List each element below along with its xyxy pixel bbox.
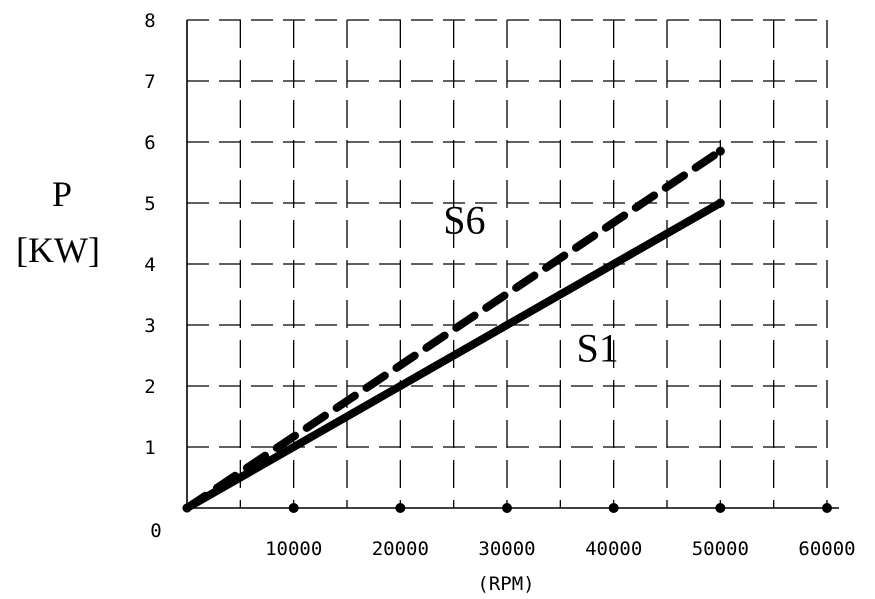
- grid: [187, 19, 828, 508]
- y-tick-label: 6: [144, 132, 155, 154]
- x-tick-label: 40000: [585, 538, 642, 560]
- series-label-s6: S6: [443, 198, 485, 243]
- x-axis-markers: [288, 503, 832, 513]
- x-axis-marker: [288, 503, 299, 513]
- x-tick-label: 20000: [372, 538, 429, 560]
- series-lines: S6 S1: [182, 146, 725, 513]
- series-end-dot: [715, 146, 725, 156]
- y-tick-label: 7: [144, 71, 155, 93]
- x-axis-marker: [715, 503, 726, 513]
- y-axis-label-unit: [KW]: [16, 230, 100, 270]
- x-tick-label: 50000: [692, 538, 749, 560]
- x-axis-marker: [822, 503, 832, 513]
- x-tick-label: 60000: [798, 538, 855, 560]
- tick-labels: 1 2 3 4 5 6 7 8 10000 20000 30000 40000 50000 60000: [144, 10, 855, 560]
- y-tick-label: 1: [144, 437, 155, 459]
- series-line-s6: [183, 147, 725, 512]
- y-axis-label-symbol: P: [52, 174, 72, 214]
- origin-label: 0: [150, 520, 161, 542]
- x-tick-label: 30000: [478, 538, 535, 560]
- x-axis-label: (RPM): [477, 573, 534, 595]
- y-tick-label: 8: [144, 10, 155, 32]
- x-axis-marker: [395, 503, 406, 513]
- series-end-dot: [715, 198, 725, 208]
- series-label-s1: S1: [577, 326, 619, 371]
- x-axis-marker: [608, 503, 619, 513]
- y-tick-label: 4: [144, 254, 155, 276]
- y-tick-label: 3: [144, 315, 155, 337]
- series-start-dot: [182, 503, 192, 513]
- y-tick-label: 2: [144, 376, 155, 398]
- x-tick-label: 10000: [265, 538, 322, 560]
- y-tick-label: 5: [144, 193, 155, 215]
- x-axis-marker: [502, 503, 512, 513]
- series-line-s1: [183, 199, 725, 512]
